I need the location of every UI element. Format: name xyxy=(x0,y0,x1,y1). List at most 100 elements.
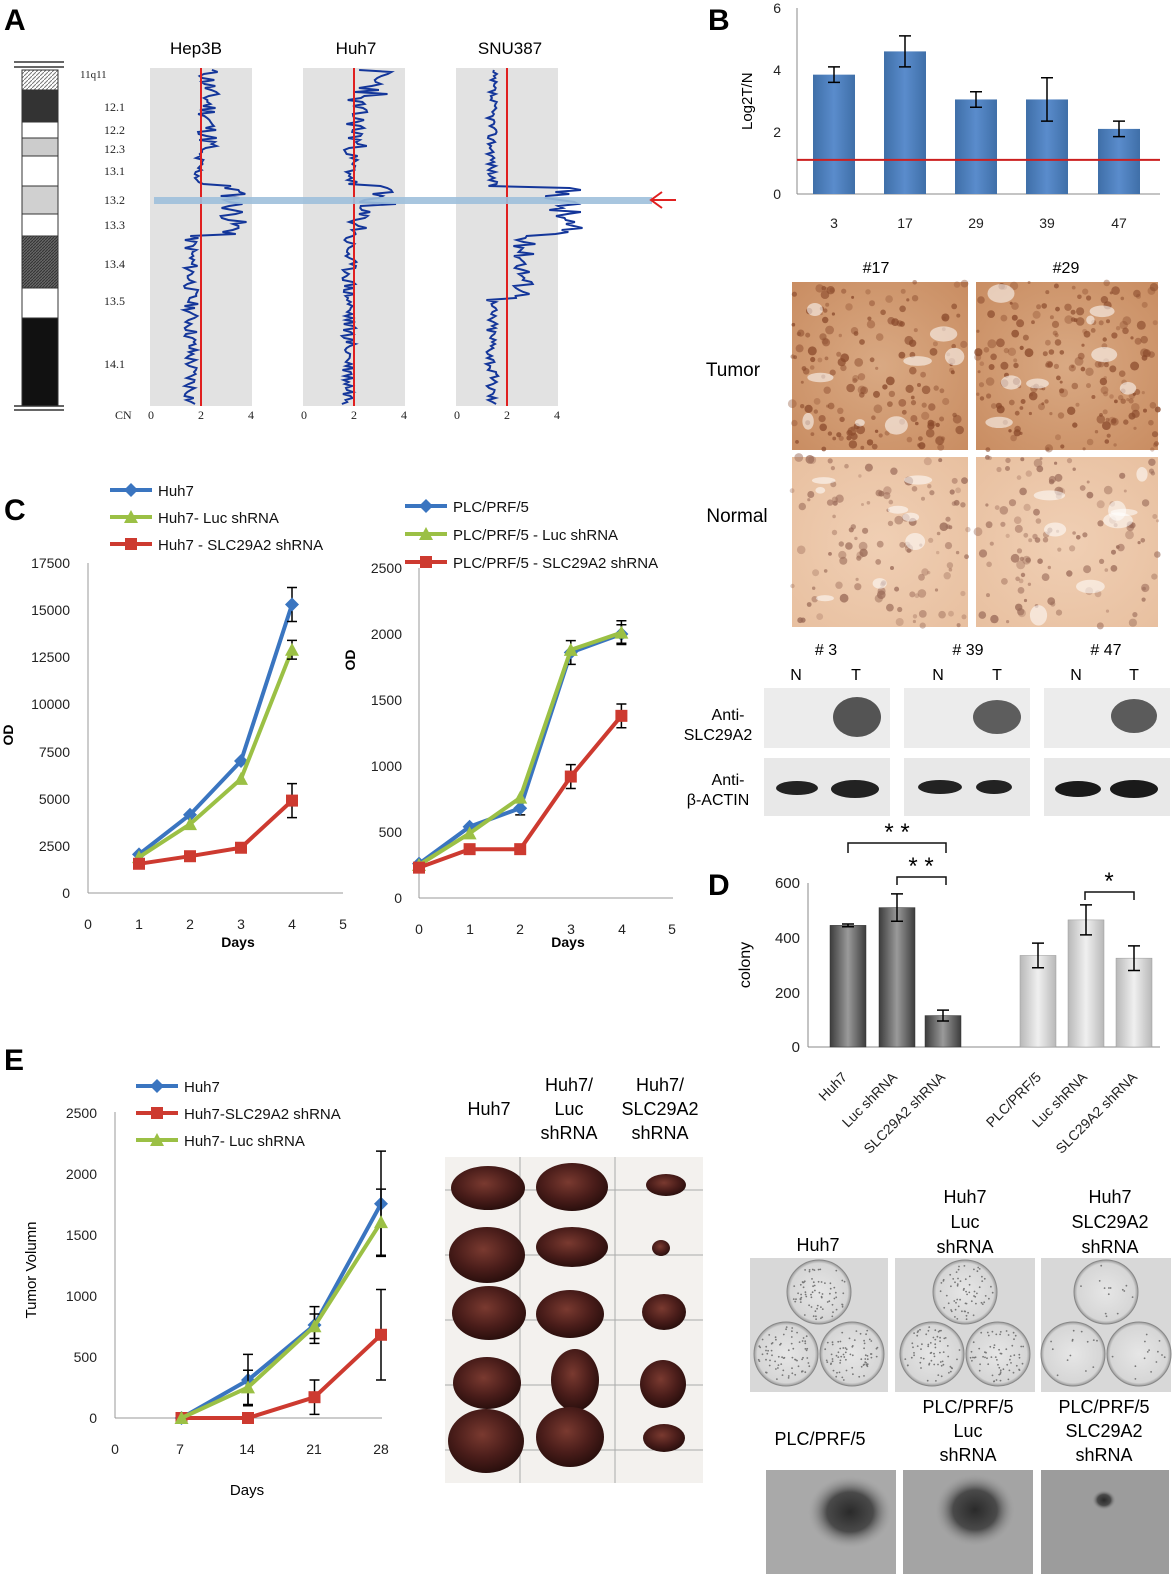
nucleus xyxy=(825,325,834,335)
nucleus xyxy=(1154,406,1161,413)
colony-dot xyxy=(811,1268,814,1271)
nucleus xyxy=(990,353,997,361)
nucleus xyxy=(1105,417,1110,422)
nucleus xyxy=(1050,601,1056,607)
data-point xyxy=(374,1215,388,1229)
significance-label: * * xyxy=(908,853,933,880)
nucleus xyxy=(977,370,981,374)
bar xyxy=(884,51,926,195)
colony-dot xyxy=(830,1363,832,1365)
nucleus xyxy=(1010,434,1017,442)
nucleus xyxy=(935,435,945,445)
blot-band xyxy=(1055,781,1101,797)
nucleus xyxy=(1123,489,1127,493)
colony-dot xyxy=(791,1327,794,1329)
error-bar xyxy=(1113,120,1125,138)
colony-dot xyxy=(825,1359,828,1362)
nucleus xyxy=(906,436,913,443)
nucleus xyxy=(985,447,991,452)
cn-tick: 2 xyxy=(504,408,510,422)
colony-dot xyxy=(939,1336,941,1339)
lumen xyxy=(1076,579,1105,594)
data-point xyxy=(235,841,247,854)
nucleus xyxy=(1094,360,1102,368)
colony-dot xyxy=(1146,1351,1149,1353)
nucleus xyxy=(1016,548,1023,554)
colony-dot xyxy=(916,1345,919,1347)
nucleus xyxy=(910,400,917,406)
lane-label: T xyxy=(992,667,1002,684)
colony-dot xyxy=(866,1355,869,1357)
nucleus xyxy=(985,521,993,529)
nucleus xyxy=(839,416,845,423)
colony-dot xyxy=(934,1329,937,1332)
nucleus xyxy=(901,409,907,415)
lane-label: T xyxy=(851,667,861,684)
panel-label-d: D xyxy=(708,869,730,902)
panel-label-e: E xyxy=(4,1044,24,1077)
colony-dot xyxy=(835,1375,838,1378)
nucleus xyxy=(800,617,806,623)
nucleus xyxy=(1024,348,1034,358)
colony-dot xyxy=(806,1357,809,1359)
nucleus xyxy=(1023,503,1031,511)
nucleus xyxy=(941,436,946,441)
nucleus xyxy=(1042,351,1048,357)
colony-dot xyxy=(999,1369,1002,1372)
colony-dot xyxy=(1105,1315,1108,1318)
nucleus xyxy=(1152,514,1158,519)
x-axis-title: Days xyxy=(551,934,585,950)
colony-dot xyxy=(804,1371,807,1374)
colony-dot xyxy=(948,1371,950,1374)
colony-dot xyxy=(956,1284,959,1287)
colony-dot xyxy=(922,1357,925,1360)
cytoband-label: 12.2 xyxy=(104,123,125,137)
cn-tick: 4 xyxy=(554,408,560,422)
ihc-sample-label: #29 xyxy=(1053,260,1080,277)
nucleus xyxy=(859,548,868,557)
tumor xyxy=(536,1227,608,1267)
significance-bracket xyxy=(1084,891,1135,900)
petri-dish xyxy=(965,1321,1031,1387)
colony-dot xyxy=(781,1356,783,1359)
nucleus xyxy=(813,409,818,414)
nucleus xyxy=(917,383,921,387)
x-tick-label: Huh7 xyxy=(815,1069,850,1104)
lumen xyxy=(1086,315,1095,325)
data-point xyxy=(151,1107,163,1119)
photo-col-label: shRNA xyxy=(540,1123,597,1143)
nucleus xyxy=(1028,538,1033,543)
colony-dot xyxy=(844,1351,847,1354)
colony-dot xyxy=(982,1355,984,1358)
cn-tick: 0 xyxy=(301,408,307,422)
nucleus xyxy=(1044,444,1053,453)
nucleus xyxy=(1097,520,1104,527)
colony-dot xyxy=(986,1331,989,1334)
nucleus xyxy=(1032,310,1041,319)
nucleus xyxy=(816,613,824,620)
colony-dot xyxy=(927,1345,930,1348)
lumen xyxy=(944,347,965,366)
error-bar xyxy=(1128,945,1140,972)
nucleus xyxy=(999,506,1009,515)
panel-e-tumor-photo: Huh7 Huh7/ Luc shRNA Huh7/ SLC29A2 shRNA xyxy=(445,1075,703,1483)
lumen xyxy=(1089,305,1115,318)
nucleus xyxy=(809,365,815,370)
nucleus xyxy=(1111,418,1117,424)
x-tick-label: SLC29A2 shRNA xyxy=(860,1068,948,1156)
colony-dot xyxy=(1014,1334,1017,1337)
nucleus xyxy=(1019,556,1024,562)
colony-dot xyxy=(993,1346,995,1349)
nucleus xyxy=(909,366,917,375)
nucleus xyxy=(910,415,918,422)
nucleus xyxy=(935,422,940,428)
nucleus xyxy=(938,458,943,463)
colony-dot xyxy=(1161,1354,1163,1356)
nucleus xyxy=(1069,545,1076,552)
nucleus xyxy=(888,390,896,398)
colony-dot xyxy=(990,1285,992,1288)
nucleus xyxy=(1122,316,1132,326)
colony-dot xyxy=(791,1372,794,1375)
nucleus xyxy=(961,477,968,484)
nucleus xyxy=(1071,365,1075,369)
